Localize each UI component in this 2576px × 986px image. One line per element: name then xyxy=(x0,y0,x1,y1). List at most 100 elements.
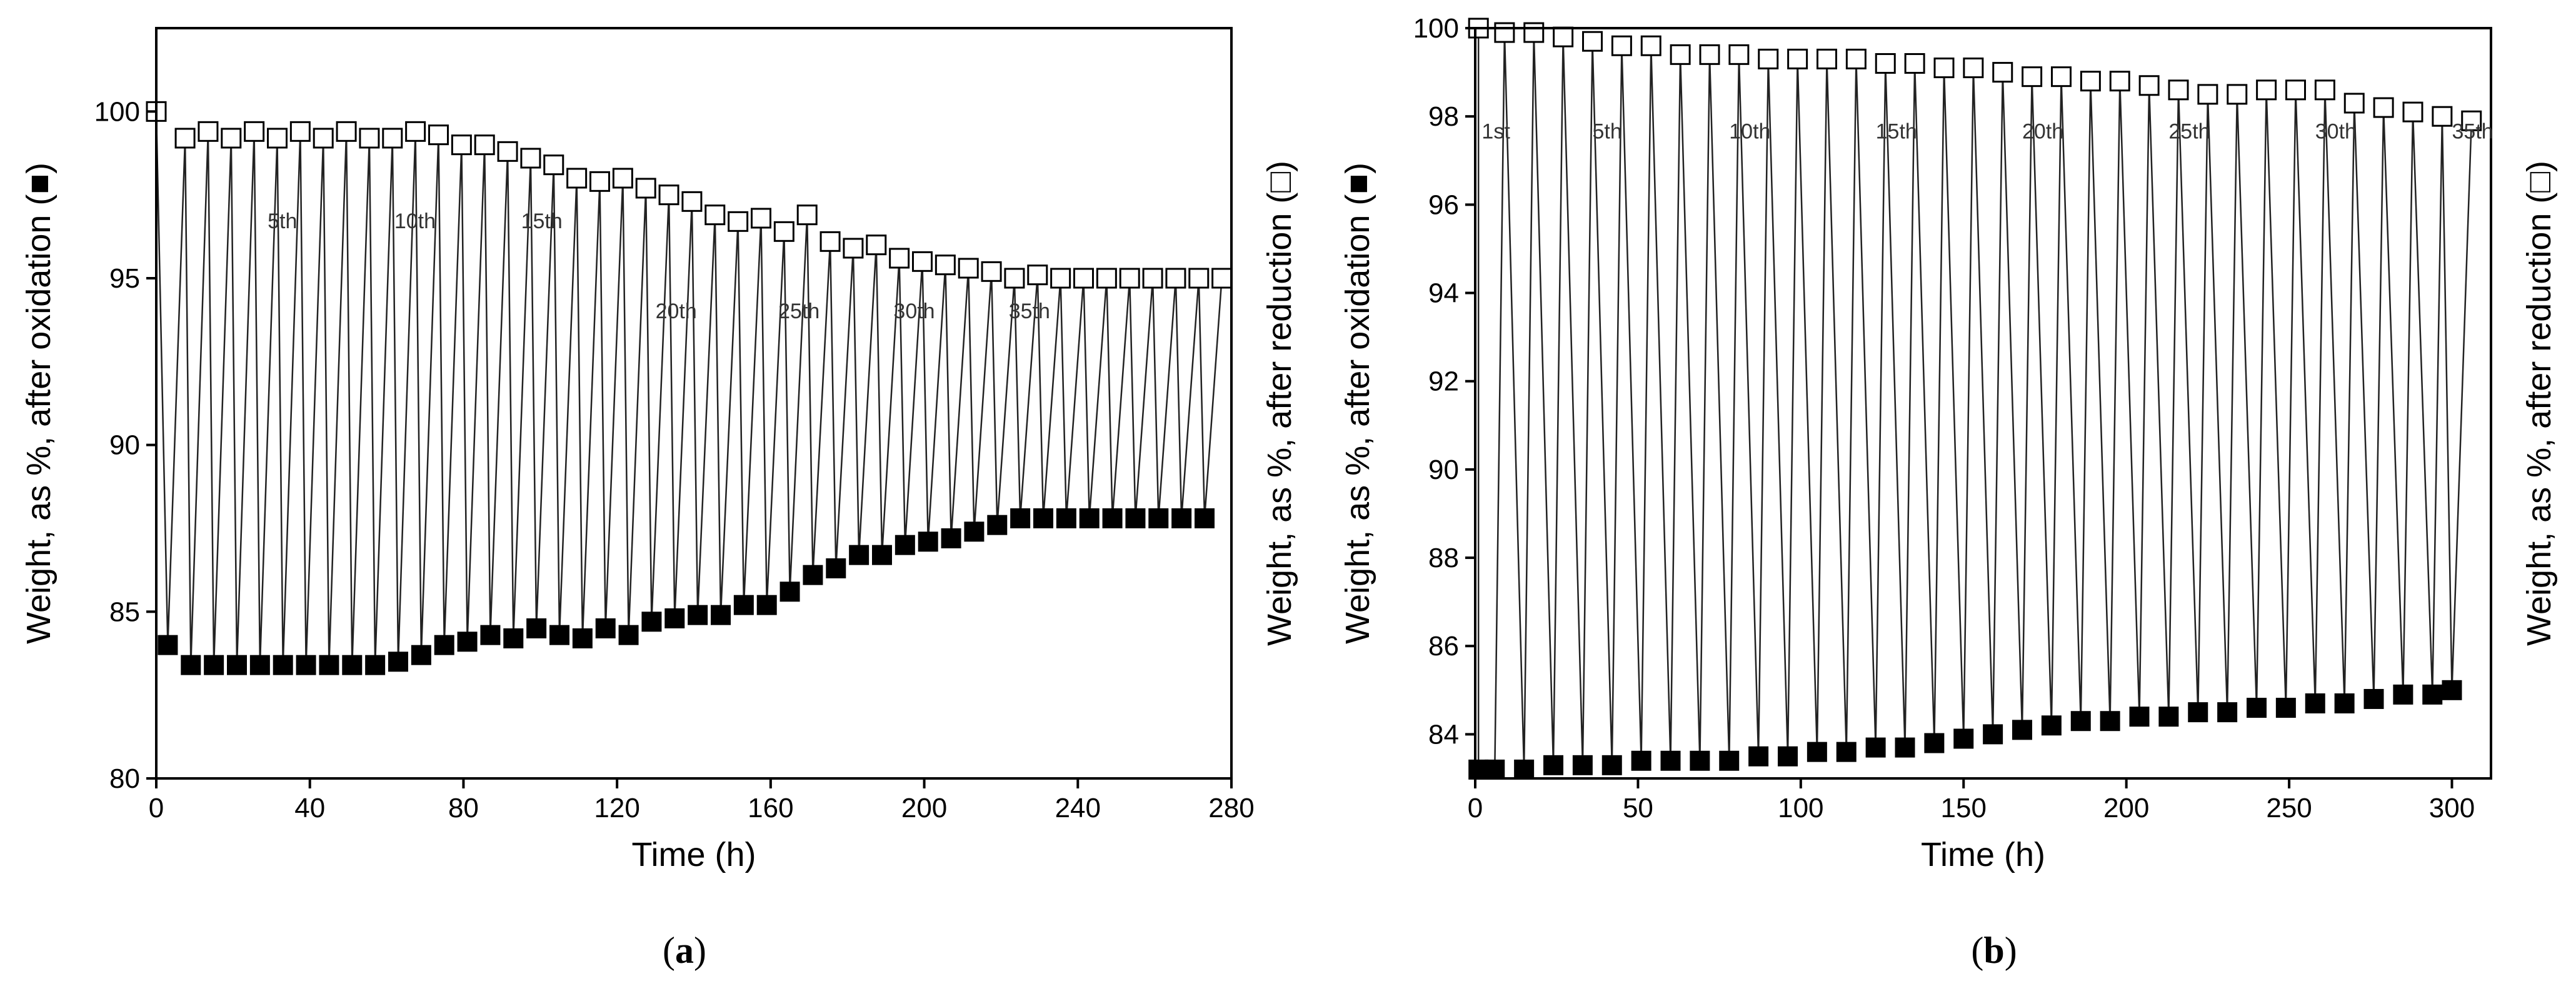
panel-a-reduction-point xyxy=(1119,268,1140,289)
panel-a-chart: 0 40 80 120 160 200 240 280 80 85 90 95 100 Time (h) W… xyxy=(20,27,1298,873)
panel-b-y-tick-label: 84 xyxy=(1428,719,1459,750)
panel-a-cycle-label: 5th xyxy=(268,209,297,233)
panel-a-reduction-point xyxy=(174,128,196,149)
panel-b-x-tick-label: 300 xyxy=(2429,793,2475,823)
panel-b-reduction-point xyxy=(2051,66,2072,88)
panel-b-cycling-trace xyxy=(1477,28,2473,771)
panel-b-reduction-point xyxy=(2197,84,2218,105)
panel-a-oxidation-point xyxy=(641,611,662,632)
panel-b-y-tick-label: 90 xyxy=(1428,455,1459,485)
panel-b-reduction-point xyxy=(1875,53,1896,74)
panel-a-oxidation-point xyxy=(1010,508,1031,528)
panel-b-y-tick-label: 98 xyxy=(1428,101,1459,132)
panel-a-x-tick-label: 80 xyxy=(448,793,479,823)
panel-b-x-tick-label: 50 xyxy=(1623,793,1653,823)
panel-b-y-tick-label: 88 xyxy=(1428,543,1459,573)
panel-b-oxidation-point xyxy=(2217,702,2238,723)
panel-a-x-tick-label: 120 xyxy=(594,793,639,823)
panel-a-reduction-point xyxy=(359,128,380,149)
panel-b-y-tick-label: 100 xyxy=(1413,13,1459,44)
panel-a-reduction-point xyxy=(289,121,311,142)
panel-b-oxidation-point xyxy=(1924,733,1945,753)
panel-b-reduction-point xyxy=(1758,48,1779,69)
panel-a-x-tick-label: 40 xyxy=(294,793,325,823)
panel-a-reduction-point xyxy=(313,128,334,149)
panel-b-reduction-point xyxy=(2343,93,2365,114)
panel-a-cycle-label: 35th xyxy=(1009,299,1050,323)
panel-b-reduction-point xyxy=(2168,79,2189,101)
panel-a-reduction-point xyxy=(819,231,841,252)
panel-b-cycle-label: 25th xyxy=(2168,119,2210,143)
panel-a-oxidation-point xyxy=(1125,508,1146,528)
panel-b-cycle-label: 5th xyxy=(1593,119,1622,143)
panel-b-reduction-point xyxy=(1992,62,2013,83)
panel-b-y-axis-title-right: Weight, as %, after reduction (□) xyxy=(2520,161,2558,646)
panel-a-reduction-point xyxy=(1096,268,1117,289)
panel-a-cycle-label: 15th xyxy=(521,209,563,233)
panel-a-reduction-point xyxy=(336,121,357,142)
panel-b-oxidation-point xyxy=(2129,707,2150,727)
panel-a-caption: (a) xyxy=(663,930,706,971)
panel-b-oxidation-point xyxy=(2158,707,2179,727)
panel-b-reduction-point xyxy=(1553,26,1574,48)
panel-b-oxidation-point xyxy=(1778,746,1798,767)
panel-a-oxidation-point xyxy=(872,545,892,565)
panel-a-reduction-point xyxy=(198,121,219,142)
panel-b-reduction-point xyxy=(2285,79,2306,101)
panel-b-cycle-label: 20th xyxy=(2022,119,2063,143)
panel-a-oxidation-point xyxy=(826,558,846,578)
panel-a-oxidation-point xyxy=(1102,508,1123,528)
panel-b-x-tick-label: 0 xyxy=(1468,793,1483,823)
panel-a-oxidation-point xyxy=(526,618,547,638)
panel-a-oxidation-point xyxy=(158,635,178,655)
panel-a-plot-frame xyxy=(155,27,1233,780)
panel-a-reduction-point xyxy=(681,191,703,212)
panel-a-reduction-point xyxy=(935,254,956,276)
panel-b-oxidation-point xyxy=(1660,750,1681,771)
panel-a-oxidation-point xyxy=(849,545,870,565)
panel-a-y-tick-label: 85 xyxy=(109,596,140,627)
panel-a-oxidation-point xyxy=(664,608,685,628)
panel-a-oxidation-point xyxy=(688,605,708,625)
panel-b-oxidation-point xyxy=(1953,728,1974,749)
panel-a-reduction-point xyxy=(728,211,749,232)
panel-b-oxidation-point xyxy=(1543,755,1563,775)
panel-a-reduction-point xyxy=(1211,268,1233,289)
panel-a-oxidation-point xyxy=(227,655,247,675)
panel-a-oxidation-point xyxy=(434,635,454,655)
panel-b-oxidation-point xyxy=(1719,750,1740,771)
panel-b-chart: 0 50 100 150 200 250 300 84 86 88 90 92 94 96 98 100 Tim… xyxy=(1339,13,2558,873)
panel-b-oxidation-point xyxy=(2422,684,2443,705)
panel-a-reduction-point xyxy=(244,121,265,142)
panel-b-oxidation-point xyxy=(2275,698,2296,718)
panel-a-cycle-label: 10th xyxy=(394,209,436,233)
panel-a-reduction-point xyxy=(520,148,541,169)
panel-a-oxidation-point xyxy=(1079,508,1100,528)
panel-a-reduction-point xyxy=(382,128,403,149)
panel-a-oxidation-point xyxy=(296,655,316,675)
panel-a-reduction-point xyxy=(981,261,1002,282)
panel-a-oxidation-point xyxy=(1033,508,1053,528)
panel-b-oxidation-point xyxy=(2305,693,2325,713)
panel-a-reduction-point xyxy=(1050,268,1071,289)
panel-a-cycle-label: 30th xyxy=(893,299,935,323)
panel-a-reduction-point xyxy=(751,208,771,229)
panel-b-x-tick-label: 150 xyxy=(1941,793,1987,823)
panel-b-reduction-point xyxy=(1611,35,1632,56)
panel-a-reduction-point xyxy=(635,178,656,199)
panel-a-x-tick-label: 160 xyxy=(748,793,793,823)
panel-a-reduction-point xyxy=(267,128,288,149)
panel-b-reduction-point xyxy=(2373,97,2394,118)
panel-b-reduction-point xyxy=(2461,110,2482,131)
panel-a-x-axis-title: Time (h) xyxy=(632,836,756,873)
panel-a-oxidation-point xyxy=(987,515,1008,535)
panel-a-oxidation-point xyxy=(480,625,501,645)
panel-b-cycle-label: 15th xyxy=(1876,119,1917,143)
panel-a-reduction-point xyxy=(796,204,818,226)
panel-b-y-tick-label: 94 xyxy=(1428,278,1459,309)
panel-b-oxidation-point xyxy=(1983,724,2003,745)
panel-b-reduction-point xyxy=(2022,66,2043,88)
panel-b-reduction-point xyxy=(2314,79,2335,101)
panel-b-reduction-point xyxy=(1817,48,1837,69)
panel-a-oxidation-point xyxy=(1195,508,1215,528)
